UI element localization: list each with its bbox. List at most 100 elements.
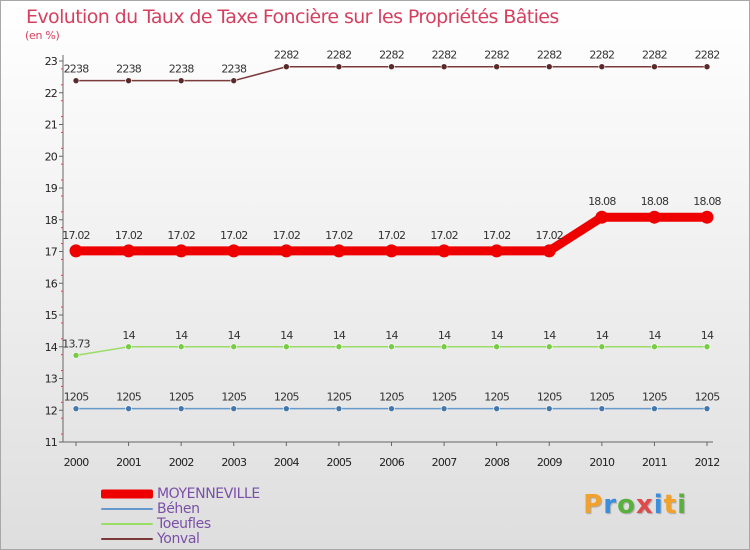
data-label: 2282 bbox=[589, 49, 614, 62]
y-tick-label: 15 bbox=[45, 309, 58, 322]
data-label: 1205 bbox=[116, 391, 142, 404]
y-tick-label: 17 bbox=[45, 246, 58, 259]
data-label: 1205 bbox=[379, 391, 405, 404]
data-point bbox=[440, 343, 448, 351]
y-tick-label: 20 bbox=[45, 150, 58, 163]
data-point bbox=[72, 77, 80, 84]
data-label: 2238 bbox=[169, 63, 195, 76]
logo-letter: r bbox=[603, 490, 618, 520]
data-label: 1205 bbox=[642, 391, 668, 404]
data-point bbox=[385, 244, 398, 258]
data-label: 17.02 bbox=[378, 229, 406, 242]
data-label: 2282 bbox=[379, 49, 404, 62]
data-label: 1205 bbox=[327, 391, 353, 404]
logo-letter: i bbox=[653, 490, 664, 520]
data-label: 18.08 bbox=[641, 195, 669, 208]
data-point bbox=[651, 343, 658, 351]
data-label: 2238 bbox=[221, 63, 247, 76]
y-tick-label: 13 bbox=[45, 373, 58, 386]
data-label: 14 bbox=[543, 329, 556, 342]
legend-item: MOYENNEVILLE bbox=[101, 487, 321, 501]
data-point bbox=[700, 210, 714, 224]
x-tick-label: 2008 bbox=[484, 456, 510, 469]
data-point bbox=[177, 405, 185, 412]
data-point bbox=[279, 244, 293, 258]
data-point bbox=[125, 405, 132, 412]
data-label: 1205 bbox=[432, 391, 458, 404]
data-point bbox=[125, 343, 132, 351]
data-point bbox=[437, 244, 451, 258]
data-label: 14 bbox=[701, 329, 714, 342]
x-tick-label: 2003 bbox=[221, 456, 247, 469]
data-point bbox=[125, 77, 132, 84]
x-tick-label: 2012 bbox=[695, 456, 720, 469]
data-point bbox=[177, 77, 185, 84]
data-label: 2282 bbox=[274, 49, 299, 62]
data-point bbox=[595, 210, 609, 224]
legend-swatch-line bbox=[101, 489, 153, 499]
data-point bbox=[122, 244, 136, 258]
legend-swatch bbox=[101, 517, 153, 531]
data-label: 17.02 bbox=[220, 229, 248, 242]
data-point bbox=[388, 63, 395, 71]
data-label: 1205 bbox=[64, 391, 90, 404]
data-point bbox=[545, 405, 553, 412]
y-tick-label: 12 bbox=[45, 404, 57, 417]
y-tick-label: 11 bbox=[45, 436, 57, 449]
data-label: 2282 bbox=[537, 49, 562, 62]
logo-letter: i bbox=[677, 490, 687, 520]
data-point bbox=[335, 405, 343, 412]
y-tick-label: 14 bbox=[45, 341, 58, 354]
x-tick-label: 2006 bbox=[379, 456, 405, 469]
data-point bbox=[388, 343, 395, 351]
chart-subtitle: (en %) bbox=[25, 29, 60, 42]
data-point bbox=[440, 63, 448, 71]
legend-label: Yonval bbox=[157, 531, 200, 547]
data-label: 14 bbox=[490, 329, 503, 342]
chart-title: Evolution du Taux de Taxe Foncière sur l… bbox=[26, 6, 559, 28]
x-tick-label: 2001 bbox=[116, 456, 141, 469]
x-tick-label: 2000 bbox=[64, 456, 90, 469]
data-label: 14 bbox=[648, 329, 661, 342]
legend-label: MOYENNEVILLE bbox=[157, 486, 260, 502]
x-tick-label: 2007 bbox=[432, 456, 458, 469]
data-label: 2282 bbox=[484, 49, 509, 62]
legend-swatch-line bbox=[101, 523, 153, 525]
data-point bbox=[493, 343, 500, 351]
data-point bbox=[542, 244, 556, 258]
data-label: 2282 bbox=[695, 49, 720, 62]
data-point bbox=[174, 244, 188, 258]
data-label: 17.02 bbox=[273, 229, 301, 242]
data-label: 17.02 bbox=[62, 229, 90, 242]
data-point bbox=[230, 405, 238, 412]
data-point bbox=[651, 405, 658, 412]
legend-label: Béhen bbox=[157, 501, 200, 517]
legend-item: Béhen bbox=[101, 502, 321, 516]
data-point bbox=[440, 405, 448, 412]
y-tick-label: 21 bbox=[45, 119, 57, 132]
data-point bbox=[283, 343, 290, 351]
y-tick-label: 23 bbox=[45, 55, 58, 68]
x-tick-label: 2004 bbox=[274, 456, 300, 469]
data-label: 14 bbox=[333, 329, 346, 342]
data-point bbox=[493, 63, 500, 71]
data-point bbox=[230, 343, 238, 351]
data-label: 14 bbox=[228, 329, 241, 342]
data-label: 14 bbox=[596, 329, 609, 342]
data-point bbox=[598, 343, 606, 351]
legend-swatch-line bbox=[101, 538, 153, 540]
data-point bbox=[335, 63, 343, 71]
y-tick-label: 16 bbox=[45, 277, 58, 290]
logo-letter: P bbox=[583, 490, 604, 520]
legend-label: Toeufles bbox=[157, 516, 211, 532]
x-tick-label: 2005 bbox=[327, 456, 353, 469]
data-label: 1205 bbox=[537, 391, 563, 404]
data-label: 14 bbox=[385, 329, 398, 342]
logo-letter: x bbox=[635, 490, 654, 520]
y-tick-label: 18 bbox=[45, 214, 58, 227]
data-point bbox=[69, 244, 83, 258]
data-label: 18.08 bbox=[588, 195, 616, 208]
proxiti-logo: Proxiti bbox=[583, 490, 687, 520]
